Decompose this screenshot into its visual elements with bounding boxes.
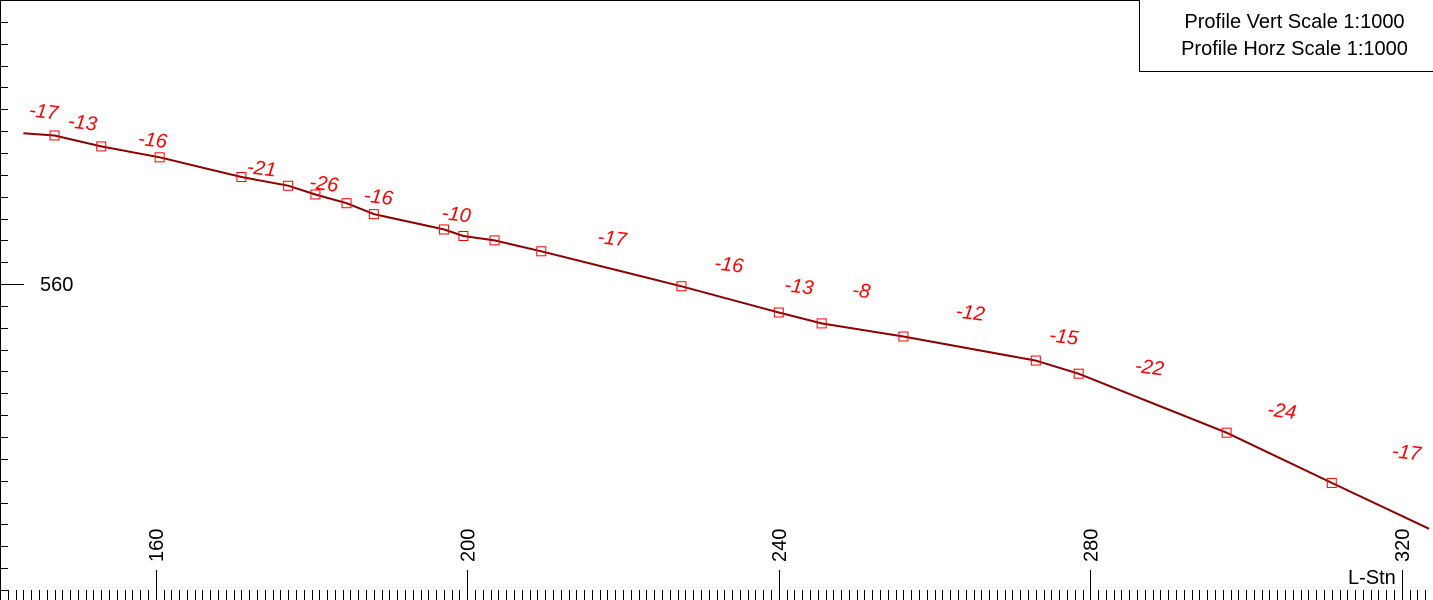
profile-point-marker	[536, 246, 547, 257]
profile-point-marker	[49, 130, 60, 141]
y-axis: 560	[0, 0, 73, 591]
x-axis: 160 200 240 280 320	[0, 529, 1426, 600]
profile-point-marker	[1030, 355, 1041, 366]
grade-label: -16	[137, 128, 169, 153]
grade-label: -12	[955, 300, 986, 325]
profile-point-marker	[341, 198, 352, 209]
profile-series	[23, 132, 1430, 530]
profile-point-marker	[368, 209, 379, 220]
grade-label: -15	[1048, 324, 1080, 349]
point-markers	[49, 130, 1337, 488]
profile-line	[23, 132, 1430, 530]
profile-point-marker	[154, 152, 165, 163]
profile-point-marker	[1221, 427, 1232, 438]
profile-point-marker	[236, 172, 247, 182]
grade-label: -21	[246, 156, 277, 181]
grade-label: -16	[713, 252, 745, 277]
grade-label: -17	[596, 226, 628, 251]
scale-legend-box: Profile Vert Scale 1:1000 Profile Horz S…	[1139, 0, 1433, 72]
x-tick-label: 240	[769, 529, 791, 562]
profile-point-marker	[1326, 477, 1337, 488]
profile-point-marker	[676, 281, 687, 292]
grade-label: -8	[851, 279, 871, 303]
grade-label: -13	[67, 110, 98, 135]
profile-point-marker	[283, 180, 294, 191]
profile-point-marker	[310, 189, 321, 200]
grade-labels: -17 -13 -16 -21 -26 -16 -10 -17 -16 -13 -8 -12 -15 -2…	[28, 99, 1423, 465]
profile-point-marker	[816, 318, 827, 329]
x-tick-label: 320	[1392, 529, 1414, 562]
profile-point-marker	[1073, 368, 1084, 379]
profile-point-marker	[438, 224, 449, 235]
profile-point-marker	[458, 231, 469, 241]
x-axis-label: L-Stn	[1348, 567, 1396, 589]
x-tick-label: 280	[1080, 529, 1102, 562]
profile-point-marker	[773, 307, 784, 318]
grade-label: -10	[441, 202, 472, 227]
profile-point-marker	[898, 331, 909, 342]
profile-point-marker	[96, 141, 107, 152]
grade-label: -26	[308, 171, 340, 196]
x-tick-label: 200	[457, 529, 479, 562]
grade-label: -22	[1134, 355, 1165, 380]
chart-frame	[0, 0, 1139, 590]
x-tick-label: 160	[146, 529, 168, 562]
profile-point-marker	[489, 235, 500, 246]
grade-label: -16	[363, 185, 395, 210]
horz-scale-text: Profile Horz Scale 1:1000	[1181, 38, 1408, 60]
grade-label: -17	[1391, 440, 1423, 465]
grade-label: -24	[1266, 399, 1297, 424]
vert-scale-text: Profile Vert Scale 1:1000	[1184, 11, 1405, 33]
grade-label: -17	[28, 99, 60, 124]
y-tick-label: 560	[40, 274, 73, 296]
grade-label: -13	[783, 274, 814, 299]
